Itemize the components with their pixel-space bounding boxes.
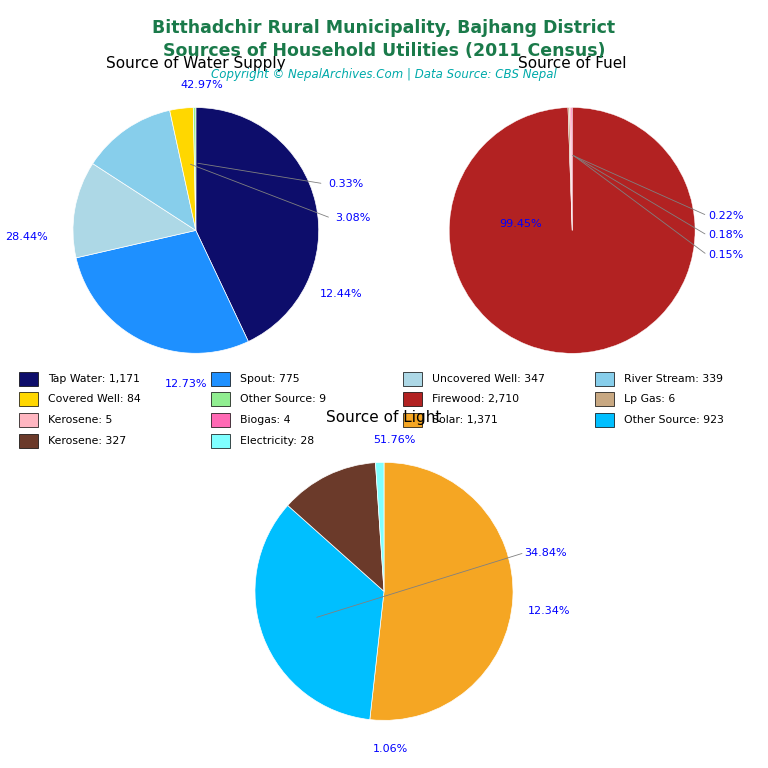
- FancyBboxPatch shape: [19, 413, 38, 427]
- FancyBboxPatch shape: [19, 392, 38, 406]
- FancyBboxPatch shape: [211, 392, 230, 406]
- Text: 12.34%: 12.34%: [528, 606, 571, 616]
- Wedge shape: [194, 108, 196, 230]
- Text: 42.97%: 42.97%: [180, 81, 223, 91]
- Wedge shape: [570, 108, 572, 230]
- Text: 34.84%: 34.84%: [524, 548, 567, 558]
- FancyBboxPatch shape: [19, 434, 38, 448]
- Wedge shape: [449, 108, 695, 353]
- FancyBboxPatch shape: [595, 392, 614, 406]
- Text: Covered Well: 84: Covered Well: 84: [48, 394, 141, 405]
- Text: 12.73%: 12.73%: [165, 379, 207, 389]
- Wedge shape: [73, 164, 196, 258]
- FancyBboxPatch shape: [403, 392, 422, 406]
- Wedge shape: [288, 462, 384, 591]
- Title: Source of Light: Source of Light: [326, 410, 442, 425]
- Text: Lp Gas: 6: Lp Gas: 6: [624, 394, 675, 405]
- Text: Kerosene: 327: Kerosene: 327: [48, 435, 126, 446]
- Wedge shape: [76, 230, 248, 353]
- FancyBboxPatch shape: [211, 413, 230, 427]
- Text: 0.18%: 0.18%: [708, 230, 743, 240]
- Text: 1.06%: 1.06%: [372, 743, 408, 753]
- Text: Kerosene: 5: Kerosene: 5: [48, 415, 112, 425]
- Wedge shape: [170, 108, 196, 230]
- Text: Sources of Household Utilities (2011 Census): Sources of Household Utilities (2011 Cen…: [163, 42, 605, 60]
- Text: 3.08%: 3.08%: [336, 213, 371, 223]
- FancyBboxPatch shape: [211, 372, 230, 386]
- FancyBboxPatch shape: [403, 413, 422, 427]
- Text: Electricity: 28: Electricity: 28: [240, 435, 314, 446]
- FancyBboxPatch shape: [403, 372, 422, 386]
- Text: 12.44%: 12.44%: [319, 290, 362, 300]
- Text: Spout: 775: Spout: 775: [240, 373, 300, 384]
- FancyBboxPatch shape: [19, 372, 38, 386]
- Text: Tap Water: 1,171: Tap Water: 1,171: [48, 373, 140, 384]
- Text: Firewood: 2,710: Firewood: 2,710: [432, 394, 518, 405]
- Text: Other Source: 923: Other Source: 923: [624, 415, 723, 425]
- Text: Other Source: 9: Other Source: 9: [240, 394, 326, 405]
- Text: 0.22%: 0.22%: [708, 210, 743, 220]
- Wedge shape: [196, 108, 319, 342]
- FancyBboxPatch shape: [211, 434, 230, 448]
- Text: Biogas: 4: Biogas: 4: [240, 415, 290, 425]
- Text: 0.15%: 0.15%: [708, 250, 743, 260]
- Wedge shape: [93, 111, 196, 230]
- Wedge shape: [568, 108, 572, 230]
- Title: Source of Fuel: Source of Fuel: [518, 57, 627, 71]
- Text: Bitthadchir Rural Municipality, Bajhang District: Bitthadchir Rural Municipality, Bajhang …: [152, 19, 616, 37]
- Wedge shape: [376, 462, 384, 591]
- Text: 0.33%: 0.33%: [328, 179, 363, 189]
- Text: Uncovered Well: 347: Uncovered Well: 347: [432, 373, 545, 384]
- Wedge shape: [571, 108, 572, 230]
- Text: River Stream: 339: River Stream: 339: [624, 373, 723, 384]
- FancyBboxPatch shape: [595, 413, 614, 427]
- Text: 51.76%: 51.76%: [373, 435, 415, 445]
- Text: Solar: 1,371: Solar: 1,371: [432, 415, 498, 425]
- Title: Source of Water Supply: Source of Water Supply: [106, 57, 286, 71]
- FancyBboxPatch shape: [595, 372, 614, 386]
- Text: Copyright © NepalArchives.Com | Data Source: CBS Nepal: Copyright © NepalArchives.Com | Data Sou…: [211, 68, 557, 81]
- Text: 99.45%: 99.45%: [499, 219, 542, 230]
- Text: 28.44%: 28.44%: [5, 231, 48, 242]
- Wedge shape: [370, 462, 513, 720]
- Wedge shape: [255, 505, 384, 720]
